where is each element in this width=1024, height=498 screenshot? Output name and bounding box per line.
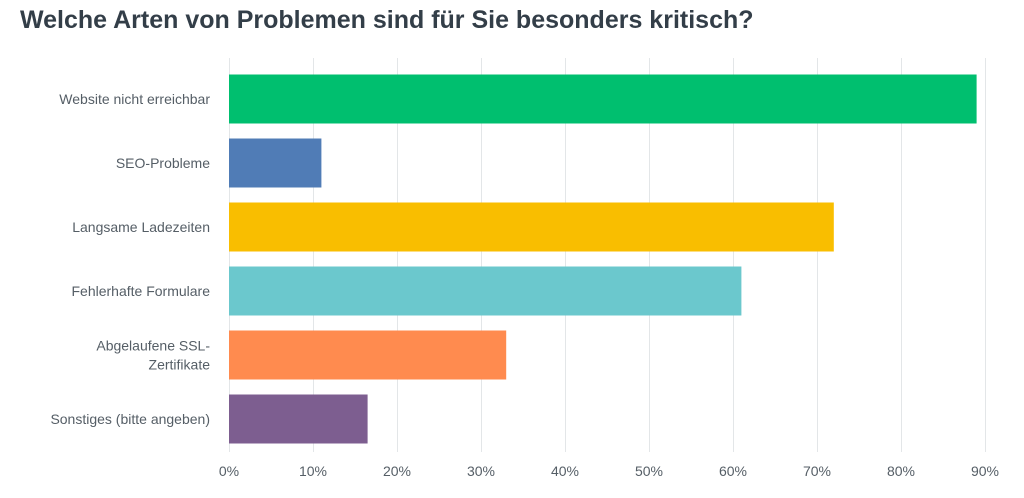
category-label: SEO-Probleme — [116, 155, 210, 171]
category-label: Fehlerhafte Formulare — [71, 283, 210, 299]
bar[interactable] — [229, 138, 322, 188]
x-tick-label: 90% — [971, 463, 999, 479]
bar[interactable] — [229, 266, 742, 316]
x-tick-label: 50% — [635, 463, 663, 479]
x-tick-label: 30% — [467, 463, 495, 479]
category-label: Langsame Ladezeiten — [72, 219, 210, 235]
category-labels: Website nicht erreichbar SEO-Probleme Lang… — [50, 91, 210, 427]
x-tick-label: 0% — [219, 463, 239, 479]
bar[interactable] — [229, 330, 507, 380]
x-tick-label: 10% — [299, 463, 327, 479]
x-tick-label: 20% — [383, 463, 411, 479]
bar[interactable] — [229, 74, 977, 124]
bar[interactable] — [229, 394, 368, 444]
bar[interactable] — [229, 202, 834, 252]
x-tick-label: 80% — [887, 463, 915, 479]
category-label: Zertifikate — [149, 357, 211, 373]
x-axis-tick-labels: 0% 10% 20% 30% 40% 50% 60% 70% 80% 90% — [219, 463, 999, 479]
x-tick-label: 70% — [803, 463, 831, 479]
category-label: Website nicht erreichbar — [59, 91, 210, 107]
x-tick-label: 60% — [719, 463, 747, 479]
chart-title: Welche Arten von Problemen sind für Sie … — [20, 6, 754, 34]
category-label: Abgelaufene SSL- — [96, 338, 210, 354]
bars — [229, 74, 977, 444]
x-tick-label: 40% — [551, 463, 579, 479]
category-label: Sonstiges (bitte angeben) — [50, 411, 210, 427]
grid-lines — [229, 58, 986, 452]
